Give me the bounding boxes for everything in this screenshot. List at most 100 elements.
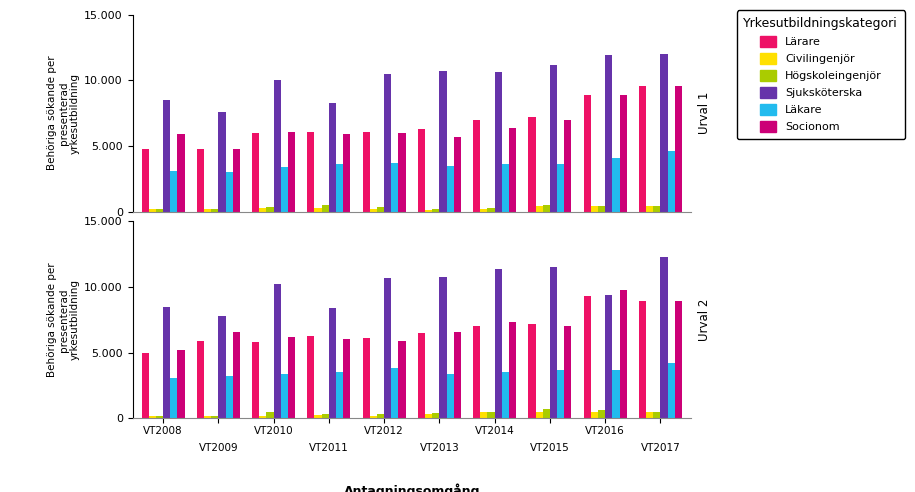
Bar (432, 413, 439, 418)
Bar (639, 302, 646, 418)
Bar (528, 324, 535, 418)
Bar (639, 86, 646, 212)
Bar (619, 95, 627, 212)
Bar (439, 277, 447, 418)
Bar (543, 205, 550, 212)
Legend: Lärare, Civilingenjör, Högskoleingenjör, Sjuksköterska, Läkare, Socionom: Lärare, Civilingenjör, Högskoleingenjör,… (737, 10, 905, 139)
Bar (674, 302, 682, 418)
Bar (598, 410, 605, 418)
Bar (170, 377, 178, 418)
Bar (370, 416, 377, 418)
Bar (584, 95, 591, 212)
Bar (362, 131, 370, 212)
Bar (591, 412, 598, 418)
Bar (178, 350, 185, 418)
Bar (447, 373, 454, 418)
Bar (204, 416, 211, 418)
Text: Urval 1: Urval 1 (697, 92, 711, 134)
Bar (377, 207, 384, 212)
Bar (668, 363, 674, 418)
Bar (473, 326, 480, 418)
Bar (535, 412, 543, 418)
Bar (447, 166, 454, 212)
Bar (266, 207, 274, 212)
Bar (343, 134, 350, 212)
Bar (535, 206, 543, 212)
Bar (653, 206, 661, 212)
Bar (362, 338, 370, 418)
Bar (674, 86, 682, 212)
Bar (439, 71, 447, 212)
Bar (156, 416, 163, 418)
Bar (418, 129, 425, 212)
Bar (557, 369, 565, 418)
Bar (163, 307, 170, 418)
Bar (399, 341, 405, 418)
Bar (612, 158, 619, 212)
Bar (646, 412, 653, 418)
Bar (501, 372, 509, 418)
Bar (307, 131, 315, 212)
Bar (259, 416, 266, 418)
Bar (384, 278, 392, 418)
Bar (543, 409, 550, 418)
Bar (156, 209, 163, 212)
Bar (232, 332, 240, 418)
Bar (328, 103, 336, 212)
Bar (259, 208, 266, 212)
Y-axis label: Behöriga sökande per
presenterad
yrkesutbildning: Behöriga sökande per presenterad yrkesut… (47, 263, 81, 377)
Bar (418, 333, 425, 418)
Bar (274, 80, 281, 212)
Bar (661, 54, 668, 212)
Text: Urval 2: Urval 2 (697, 299, 711, 341)
Bar (488, 208, 495, 212)
Bar (307, 336, 315, 418)
Bar (178, 134, 185, 212)
Bar (142, 353, 149, 418)
Bar (550, 64, 557, 212)
Bar (488, 412, 495, 418)
Bar (565, 120, 572, 212)
Bar (509, 322, 516, 418)
Bar (288, 337, 296, 418)
Bar (591, 206, 598, 212)
Bar (274, 284, 281, 418)
Bar (480, 209, 488, 212)
Bar (653, 412, 661, 418)
Bar (473, 120, 480, 212)
Bar (454, 137, 461, 212)
Bar (495, 269, 501, 418)
Bar (557, 164, 565, 212)
Bar (225, 172, 232, 212)
Bar (252, 133, 259, 212)
Bar (550, 267, 557, 418)
Bar (219, 316, 225, 418)
Bar (315, 415, 322, 418)
Bar (315, 208, 322, 212)
Bar (232, 149, 240, 212)
Bar (163, 100, 170, 212)
Bar (399, 133, 405, 212)
Bar (252, 342, 259, 418)
Bar (377, 414, 384, 418)
Bar (266, 412, 274, 418)
Bar (605, 295, 612, 418)
Bar (370, 209, 377, 212)
Bar (454, 332, 461, 418)
Bar (322, 414, 328, 418)
Bar (170, 171, 178, 212)
Bar (322, 205, 328, 212)
Bar (528, 117, 535, 212)
Bar (619, 290, 627, 418)
Bar (225, 376, 232, 418)
Bar (480, 412, 488, 418)
Bar (646, 206, 653, 212)
Bar (281, 373, 288, 418)
Bar (197, 149, 204, 212)
Bar (565, 326, 572, 418)
Bar (149, 209, 156, 212)
Bar (392, 369, 399, 418)
Bar (197, 341, 204, 418)
Bar (343, 339, 350, 418)
Bar (219, 112, 225, 212)
